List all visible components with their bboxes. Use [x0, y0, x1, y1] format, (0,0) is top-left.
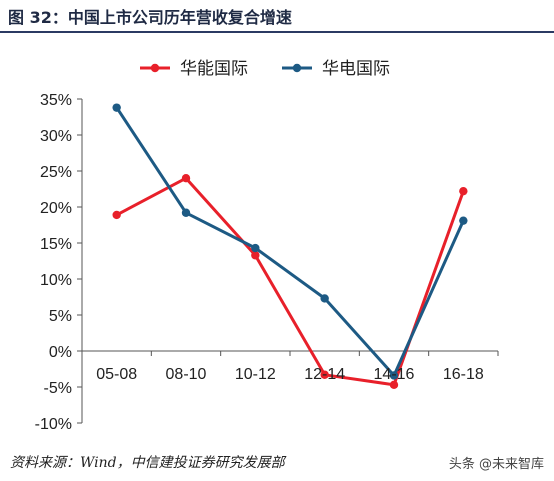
data-point — [181, 174, 191, 183]
y-tick-label: 30% — [40, 128, 72, 145]
watermark: 头条 @未来智库 — [448, 457, 544, 472]
series-line-2 — [115, 106, 465, 377]
x-tick-label: 05-08 — [96, 366, 137, 383]
y-tick-label: 5% — [49, 308, 72, 325]
title-divider — [0, 31, 554, 33]
legend-marker — [292, 63, 302, 73]
data-point — [112, 103, 121, 112]
x-tick-label: 08-10 — [166, 366, 207, 383]
x-tick-label: 12-14 — [304, 366, 345, 383]
legend-marker — [150, 63, 160, 73]
line-chart: 35% 30% 25% 20% 15% 10% 5% 0% -5% -10% 05-08 08-10 1… — [35, 59, 499, 433]
y-tick-label: 10% — [40, 272, 72, 289]
data-point — [181, 208, 191, 217]
y-tick-label: 15% — [40, 236, 72, 253]
chart-title: 图 32：中国上市公司历年营收复合增速 — [8, 8, 292, 27]
y-tick-label: -5% — [44, 380, 72, 397]
title-bar: 图 32：中国上市公司历年营收复合增速 — [0, 0, 554, 33]
data-point — [320, 294, 329, 303]
y-tick-label: 35% — [40, 92, 72, 109]
x-tick-label: 16-18 — [443, 366, 484, 383]
x-tick-label: 14-16 — [374, 366, 415, 383]
y-tick-label: 0% — [49, 344, 72, 361]
y-tick-label: -10% — [35, 416, 72, 433]
data-point — [251, 243, 260, 253]
source-note: 资料来源：Wind，中信建投证券研究发展部 — [10, 455, 285, 471]
y-tick-label: 20% — [40, 200, 72, 217]
data-point — [389, 371, 399, 380]
data-point — [112, 210, 121, 220]
data-point — [459, 186, 468, 196]
legend-label: 华电国际 — [322, 59, 390, 79]
data-point — [320, 370, 329, 379]
data-point — [459, 216, 468, 225]
x-tick-label: 10-12 — [235, 366, 276, 383]
data-point — [389, 380, 399, 390]
y-tick-label: 25% — [40, 164, 72, 181]
data-point — [251, 251, 260, 260]
legend-label: 华能国际 — [180, 59, 248, 79]
